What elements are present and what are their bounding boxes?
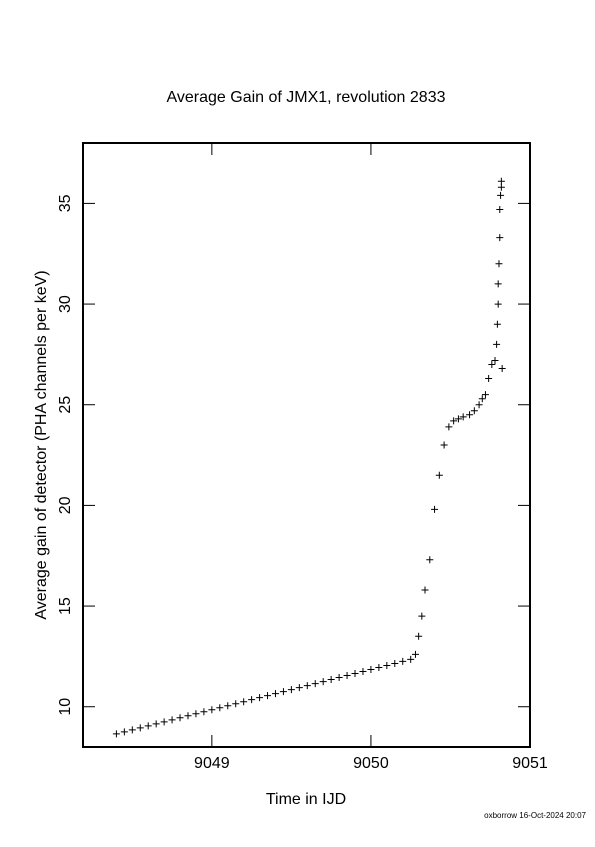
data-point xyxy=(407,655,415,663)
data-point xyxy=(176,714,184,722)
data-point xyxy=(240,698,248,706)
data-point xyxy=(160,718,168,726)
data-point xyxy=(279,688,287,696)
data-point xyxy=(216,704,224,712)
y-tick-label: 15 xyxy=(57,597,74,615)
data-point xyxy=(375,663,383,671)
y-axis-label: Average gain of detector (PHA channels p… xyxy=(33,270,50,619)
plot-frame xyxy=(82,142,531,748)
data-point xyxy=(411,650,419,658)
data-point xyxy=(450,417,458,425)
data-point xyxy=(399,657,407,665)
x-tick-label: 9051 xyxy=(512,755,548,772)
x-tick-label: 9050 xyxy=(353,755,389,772)
data-point xyxy=(351,670,359,678)
chart-title: Average Gain of JMX1, revolution 2833 xyxy=(167,89,446,106)
data-point xyxy=(415,632,423,640)
data-point xyxy=(421,586,429,594)
data-point xyxy=(431,505,439,513)
data-point xyxy=(168,716,176,724)
data-point xyxy=(391,659,399,667)
data-point xyxy=(494,300,502,308)
data-point xyxy=(466,411,474,419)
data-point xyxy=(200,708,208,716)
data-point xyxy=(248,696,256,704)
data-point xyxy=(232,700,240,708)
data-point xyxy=(319,678,327,686)
data-point xyxy=(418,612,426,620)
data-point xyxy=(426,556,434,564)
data-point xyxy=(496,205,504,213)
data-point xyxy=(327,676,335,684)
data-point xyxy=(475,401,483,409)
data-point xyxy=(224,702,232,710)
data-point xyxy=(440,441,448,449)
data-point xyxy=(497,183,505,191)
x-tick-label: 9049 xyxy=(194,755,230,772)
data-point xyxy=(459,413,467,421)
data-point xyxy=(208,706,216,714)
data-point xyxy=(383,661,391,669)
data-point xyxy=(271,690,279,698)
data-point xyxy=(303,682,311,690)
data-point xyxy=(445,423,453,431)
data-point xyxy=(481,391,489,399)
data-point xyxy=(498,364,506,372)
data-point xyxy=(264,692,272,700)
data-point xyxy=(112,730,120,738)
data-point xyxy=(494,280,502,288)
data-point xyxy=(343,672,351,680)
footer-note: oxborrow 16-Oct-2024 20:07 xyxy=(484,811,586,820)
data-point xyxy=(120,728,128,736)
data-point xyxy=(491,356,499,364)
data-point xyxy=(470,407,478,415)
data-point xyxy=(311,680,319,688)
data-point xyxy=(367,665,375,673)
data-point xyxy=(454,415,462,423)
data-point xyxy=(359,668,367,675)
data-point xyxy=(192,710,200,718)
y-tick-label: 10 xyxy=(57,698,74,716)
data-point xyxy=(435,471,443,479)
data-point xyxy=(144,722,152,730)
data-point xyxy=(488,360,496,368)
data-point xyxy=(493,320,501,328)
data-point xyxy=(478,395,486,403)
data-point xyxy=(136,724,144,732)
data-point xyxy=(287,686,295,694)
data-point xyxy=(335,674,343,682)
y-tick-label: 30 xyxy=(57,295,74,313)
data-point xyxy=(495,260,503,268)
data-point xyxy=(152,720,160,728)
y-tick-label: 35 xyxy=(57,194,74,212)
data-point xyxy=(295,684,303,692)
data-point xyxy=(496,234,504,242)
data-point xyxy=(497,191,505,199)
y-tick-label: 25 xyxy=(57,396,74,414)
data-point xyxy=(256,694,264,702)
data-point xyxy=(184,712,192,720)
data-point xyxy=(493,340,501,348)
data-point xyxy=(497,177,505,185)
data-point xyxy=(128,726,136,734)
y-tick-label: 20 xyxy=(57,496,74,514)
x-axis-label: Time in IJD xyxy=(266,791,346,808)
data-point xyxy=(485,375,493,383)
